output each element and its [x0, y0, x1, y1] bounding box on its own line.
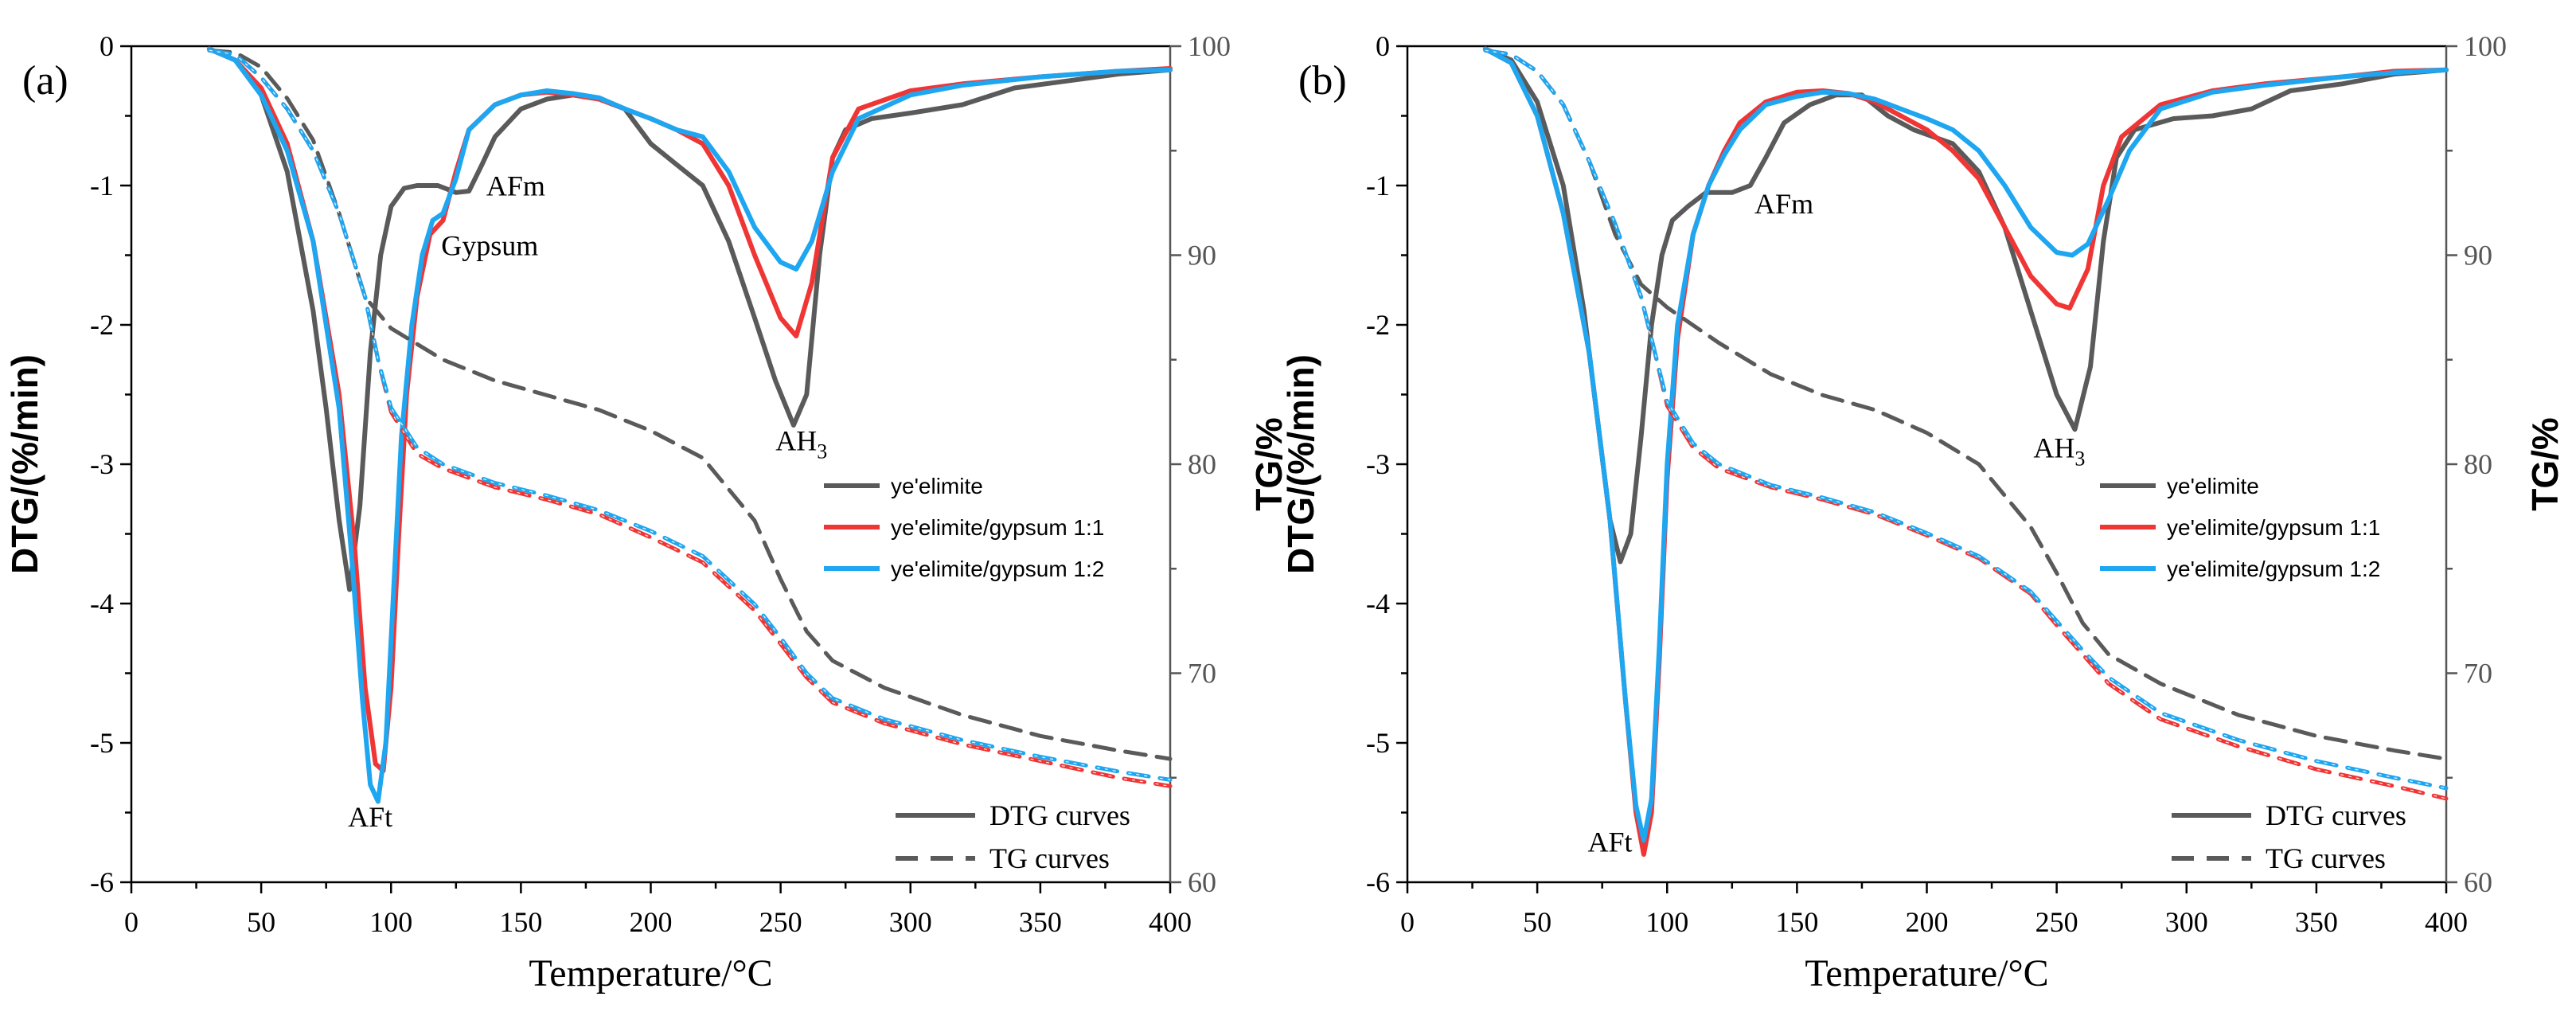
dtg-curve-1 — [206, 46, 1173, 773]
annotation-subscript: 3 — [817, 440, 827, 463]
dtg-curve-0 — [1482, 46, 2449, 565]
annotation-subscript: 3 — [2074, 447, 2085, 470]
legend-label: ye'elimite/gypsum 1:1 — [2167, 515, 2380, 540]
y-tick-label: -5 — [1366, 727, 1390, 759]
y2-tick-label: 80 — [2464, 448, 2492, 480]
x-tick-label: 150 — [499, 906, 542, 938]
y-tick-label: -3 — [1366, 448, 1390, 480]
y-tick-label: -6 — [90, 866, 114, 898]
y2-tick-label: 70 — [1188, 658, 1216, 690]
y2-axis-title: TG/% — [1248, 417, 1290, 511]
annotation-text: AH — [775, 425, 817, 457]
x-tick-label: 350 — [1019, 906, 1062, 938]
annotation-label: AFt — [1587, 826, 1632, 858]
annotation-text: AFt — [1587, 826, 1632, 858]
panel-a: 0 50 100 150 200 250 300 350 400 0 -1 -2 -3 -4 -5 -6 100… — [4, 30, 1290, 995]
x-tick-label: 200 — [630, 906, 673, 938]
x-tick-label: 200 — [1906, 906, 1949, 938]
y2-tick-label: 90 — [2464, 240, 2492, 272]
tg-curve-highlight — [209, 49, 1171, 787]
dtg-curve-2 — [1482, 46, 2449, 843]
x-tick-label: 150 — [1775, 906, 1818, 938]
y2-tick-label: 70 — [2464, 658, 2492, 690]
legend-label: ye'elimite/gypsum 1:1 — [891, 515, 1104, 540]
dtg-curve-0 — [206, 46, 1173, 592]
legend-label: ye'elimite — [2167, 474, 2259, 498]
x-tick-label: 300 — [2165, 906, 2208, 938]
y-tick-label: -2 — [90, 309, 114, 341]
panel-label: (a) — [22, 58, 68, 104]
y-axis-title: DTG/(%/min) — [1280, 354, 1321, 574]
dtg-curve-2 — [206, 46, 1173, 804]
y2-tick-label: 80 — [1188, 448, 1216, 480]
x-tick-label: 0 — [1400, 906, 1415, 938]
y-axis-title: DTG/(%/min) — [4, 354, 45, 574]
y-tick-label: -5 — [90, 727, 114, 759]
y2-tick-label: 90 — [1188, 240, 1216, 272]
x-axis-title: Temperature/°C — [529, 952, 772, 995]
annotation-label: AFm — [1754, 188, 1813, 220]
x-tick-label: 300 — [889, 906, 932, 938]
annotation-label: AH3 — [2033, 432, 2085, 470]
y-tick-label: -4 — [1366, 588, 1390, 619]
x-tick-label: 0 — [124, 906, 139, 938]
y2-tick-label: 60 — [2464, 866, 2492, 898]
tg-curve-3 — [207, 48, 1173, 761]
legend-label: ye'elimite — [891, 474, 983, 498]
x-tick-label: 100 — [369, 906, 412, 938]
x-axis-title: Temperature/°C — [1805, 952, 2048, 995]
annotation-label: AH3 — [775, 425, 827, 463]
y-tick-label: -1 — [90, 170, 114, 201]
annotation-label: AFm — [486, 170, 545, 201]
tg-curve-5 — [207, 48, 1173, 782]
tg-curve-highlight — [1485, 49, 2447, 789]
x-tick-label: 250 — [2035, 906, 2078, 938]
x-tick-label: 50 — [247, 906, 275, 938]
y-tick-label: 0 — [100, 30, 114, 62]
x-tick-label: 400 — [2425, 906, 2468, 938]
x-tick-label: 400 — [1149, 906, 1192, 938]
y2-tick-label: 100 — [1188, 30, 1231, 62]
annotation-label: Gypsum — [441, 230, 538, 262]
annotation-text: AH — [2033, 432, 2074, 463]
y-tick-label: -2 — [1366, 309, 1390, 341]
y-tick-label: -4 — [90, 588, 114, 619]
legend-label: ye'elimite/gypsum 1:2 — [2167, 557, 2380, 581]
annotation-text: AFt — [348, 801, 392, 833]
y2-tick-label: 100 — [2464, 30, 2507, 62]
y-tick-label: -1 — [1366, 170, 1390, 201]
annotation-text: AFm — [1754, 188, 1813, 220]
y-tick-label: 0 — [1376, 30, 1390, 62]
annotation-text: AFm — [486, 170, 545, 201]
tg-curve-highlight — [209, 49, 1171, 780]
annotation-text: Gypsum — [441, 230, 538, 262]
y2-axis-title: TG/% — [2524, 417, 2566, 511]
style-legend-label: TG curves — [2266, 842, 2386, 874]
style-legend-label: DTG curves — [2266, 799, 2406, 831]
tg-curve-4 — [207, 48, 1173, 788]
y-tick-label: -3 — [90, 448, 114, 480]
style-legend-label: DTG curves — [989, 799, 1130, 831]
x-tick-label: 50 — [1523, 906, 1551, 938]
style-legend-label: TG curves — [989, 842, 1110, 874]
legend-label: ye'elimite/gypsum 1:2 — [891, 557, 1104, 581]
y2-tick-label: 60 — [1188, 866, 1216, 898]
annotation-label: AFt — [348, 801, 392, 833]
x-tick-label: 100 — [1645, 906, 1688, 938]
x-tick-label: 250 — [759, 906, 802, 938]
panel-label: (b) — [1298, 58, 1347, 104]
y-tick-label: -6 — [1366, 866, 1390, 898]
panel-b: 0 50 100 150 200 250 300 350 400 0 -1 -2 -3 -4 -5 -6 100… — [1280, 30, 2566, 995]
x-tick-label: 350 — [2295, 906, 2338, 938]
